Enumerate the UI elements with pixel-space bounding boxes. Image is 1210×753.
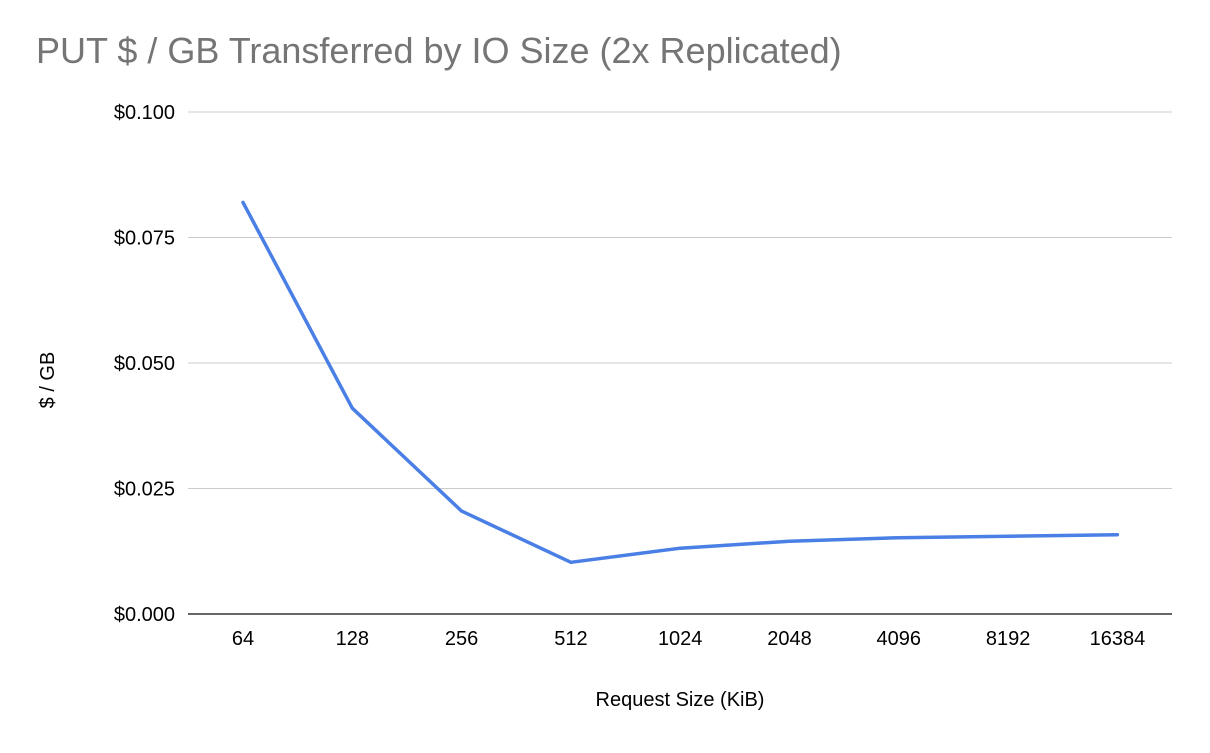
x-tick-label: 512 [554, 628, 587, 650]
x-tick-label: 64 [232, 628, 254, 650]
y-axis-title: $ / GB [37, 352, 59, 409]
y-tick-label: $0.050 [114, 353, 175, 375]
series-line [241, 200, 1120, 565]
data-point [1115, 533, 1119, 537]
data-point [460, 509, 464, 513]
y-tick-label: $0.100 [114, 102, 175, 124]
x-axis-title: Request Size (KiB) [596, 689, 765, 711]
y-tick-label: $0.075 [114, 228, 175, 250]
x-tick-label: 8192 [986, 628, 1031, 650]
data-point [897, 536, 901, 540]
y-tick-label: $0.025 [114, 479, 175, 501]
x-tick-label: 128 [336, 628, 369, 650]
x-tick-label: 4096 [877, 628, 922, 650]
data-point [1006, 534, 1010, 538]
x-tick-label: 256 [445, 628, 478, 650]
data-point [569, 560, 573, 564]
data-point [788, 539, 791, 543]
chart-title: PUT $ / GB Transferred by IO Size (2x Re… [36, 30, 842, 71]
data-point [350, 406, 354, 410]
y-tick-label: $0.000 [114, 604, 175, 626]
x-tick-label: 16384 [1090, 628, 1146, 650]
data-point [678, 546, 682, 550]
x-tick-label: 2048 [767, 628, 812, 650]
data-point [241, 200, 245, 204]
x-tick-label: 1024 [658, 628, 703, 650]
